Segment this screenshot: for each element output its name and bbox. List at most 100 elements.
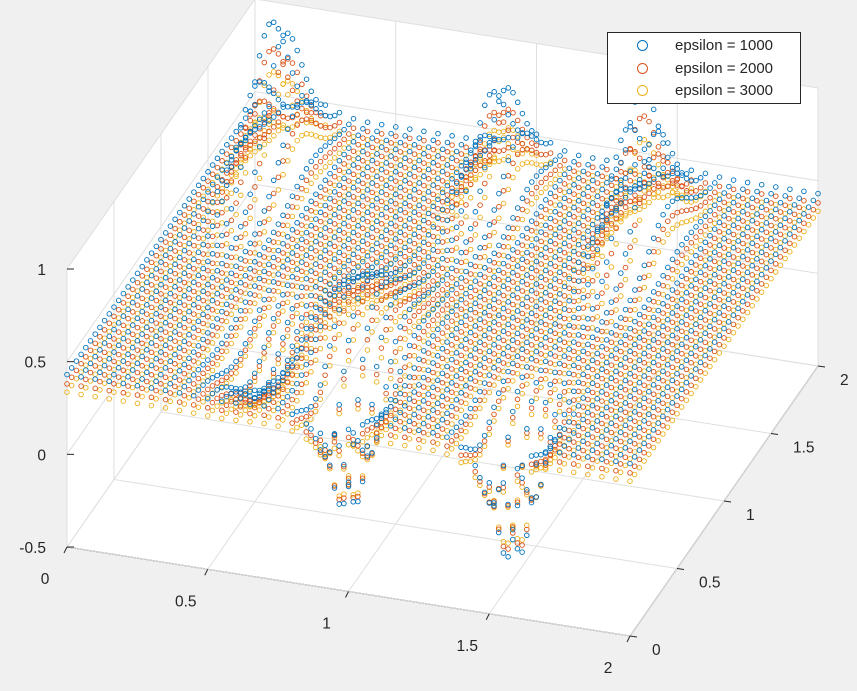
data-point [482, 274, 488, 280]
data-point [237, 356, 244, 363]
data-point [594, 248, 601, 254]
data-point [589, 278, 596, 284]
data-point [148, 272, 155, 279]
data-point [261, 268, 267, 275]
data-point [261, 114, 268, 120]
data-point [796, 235, 802, 241]
data-point [308, 369, 314, 375]
data-point [158, 389, 164, 395]
data-point [749, 272, 755, 278]
data-point [238, 150, 244, 157]
data-point [397, 385, 403, 391]
data-point [542, 321, 549, 328]
data-point [472, 154, 479, 160]
data-point [754, 198, 760, 204]
data-point [238, 152, 244, 159]
data-point [195, 360, 202, 366]
data-point [294, 261, 300, 267]
data-point [219, 270, 225, 276]
data-point [106, 333, 113, 340]
data-point [266, 270, 272, 277]
data-point [552, 338, 558, 345]
data-point [421, 270, 427, 276]
data-point [411, 240, 418, 247]
data-point [73, 358, 80, 364]
data-point [655, 317, 662, 323]
data-point [275, 265, 282, 271]
data-point [270, 254, 277, 261]
data-point [542, 299, 549, 305]
data-point [561, 434, 568, 441]
data-point [364, 151, 371, 157]
data-point [707, 195, 713, 201]
data-point [252, 184, 258, 190]
data-point [106, 356, 113, 362]
data-point [167, 367, 174, 374]
data-point [571, 258, 577, 264]
data-point [510, 420, 516, 427]
data-point [200, 345, 206, 352]
data-point [631, 440, 638, 447]
data-point [388, 185, 394, 191]
data-point [223, 402, 230, 409]
data-point [496, 321, 502, 328]
data-point [270, 108, 277, 114]
data-point [439, 178, 446, 184]
data-point [271, 124, 277, 130]
data-point [655, 151, 662, 157]
data-point [317, 444, 324, 450]
data-point [383, 258, 389, 264]
data-point [233, 287, 239, 293]
data-point [674, 410, 680, 417]
data-point [205, 357, 211, 363]
data-point [360, 256, 366, 262]
data-point [730, 321, 737, 328]
data-point [477, 334, 483, 340]
data-point [364, 128, 371, 135]
data-point [430, 369, 436, 376]
data-point [688, 314, 694, 321]
data-point [299, 132, 305, 139]
data-point [233, 160, 239, 166]
data-point [557, 162, 563, 169]
data-point [528, 319, 535, 326]
data-point [627, 470, 633, 476]
data-point [148, 317, 155, 324]
data-point [186, 318, 192, 324]
data-point [514, 272, 521, 279]
data-point [378, 251, 385, 258]
data-point [214, 380, 220, 386]
data-point [289, 81, 296, 87]
data-point [566, 174, 573, 181]
data-point [669, 364, 676, 370]
data-point [162, 351, 169, 358]
data-point [547, 292, 554, 299]
data-point [308, 102, 315, 108]
data-point [191, 274, 197, 280]
data-point [650, 346, 657, 353]
data-point [660, 194, 666, 201]
data-point [805, 213, 812, 220]
data-point [106, 365, 113, 371]
data-point [758, 213, 765, 220]
data-point [496, 252, 502, 258]
data-point [195, 249, 202, 255]
data-layer [64, 19, 821, 560]
data-point [622, 316, 629, 323]
data-point [148, 340, 155, 346]
data-point [158, 349, 164, 355]
data-point [571, 191, 577, 197]
data-point [261, 152, 268, 158]
data-point [200, 241, 206, 248]
data-point [237, 412, 244, 418]
data-point [744, 278, 751, 285]
data-point [519, 242, 526, 248]
data-point [725, 305, 732, 312]
data-point [622, 387, 629, 393]
data-point [557, 211, 563, 218]
data-point [134, 360, 141, 367]
data-point [552, 418, 558, 424]
data-point [683, 245, 690, 252]
data-point [303, 99, 310, 106]
